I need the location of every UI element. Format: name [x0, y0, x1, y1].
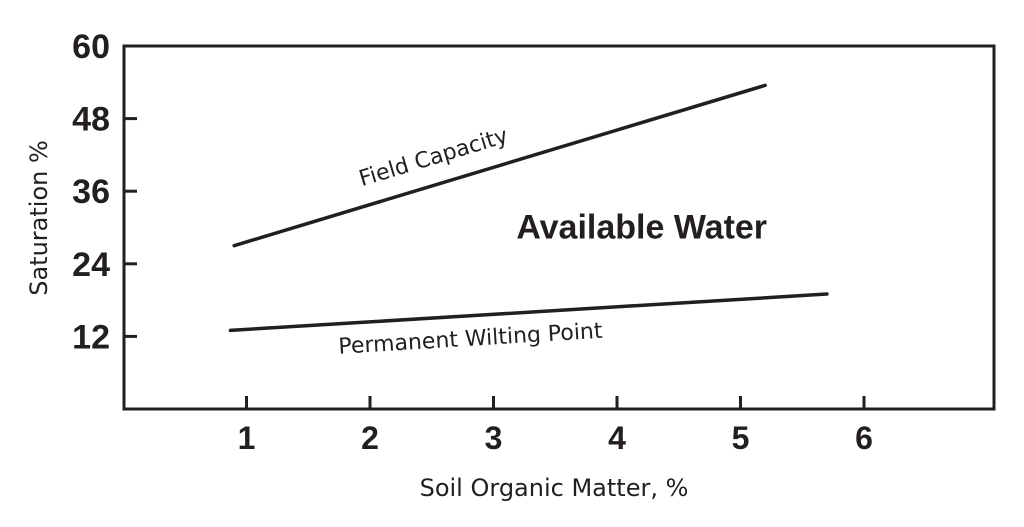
x-tick-label: 3 [485, 420, 503, 456]
y-tick-label: 12 [72, 318, 110, 356]
available-water-label: Available Water [516, 209, 767, 247]
x-axis-ticks: 1 2 3 4 5 6 [238, 396, 873, 456]
x-axis-title: Soil Organic Matter, % [420, 474, 689, 502]
series-label-field-capacity: Field Capacity [356, 124, 511, 192]
y-tick-label: 24 [72, 246, 110, 284]
y-axis-ticks: 60 48 36 24 12 [72, 28, 137, 356]
y-tick-label: 48 [72, 101, 110, 139]
x-tick-label: 2 [361, 420, 379, 456]
plot-frame [122, 44, 996, 411]
x-tick-label: 4 [608, 420, 626, 456]
x-tick-label: 1 [238, 420, 256, 456]
series-line-permanent-wilting-point [228, 292, 829, 333]
y-tick-label: 36 [72, 173, 110, 211]
y-axis-title: Saturation % [25, 140, 53, 296]
series-line-field-capacity [232, 83, 767, 248]
series-label-permanent-wilting-point: Permanent Wilting Point [338, 319, 604, 360]
x-tick-label: 6 [855, 420, 873, 456]
x-tick-label: 5 [732, 420, 750, 456]
y-tick-label: 60 [72, 28, 110, 66]
series-lines [228, 83, 829, 333]
